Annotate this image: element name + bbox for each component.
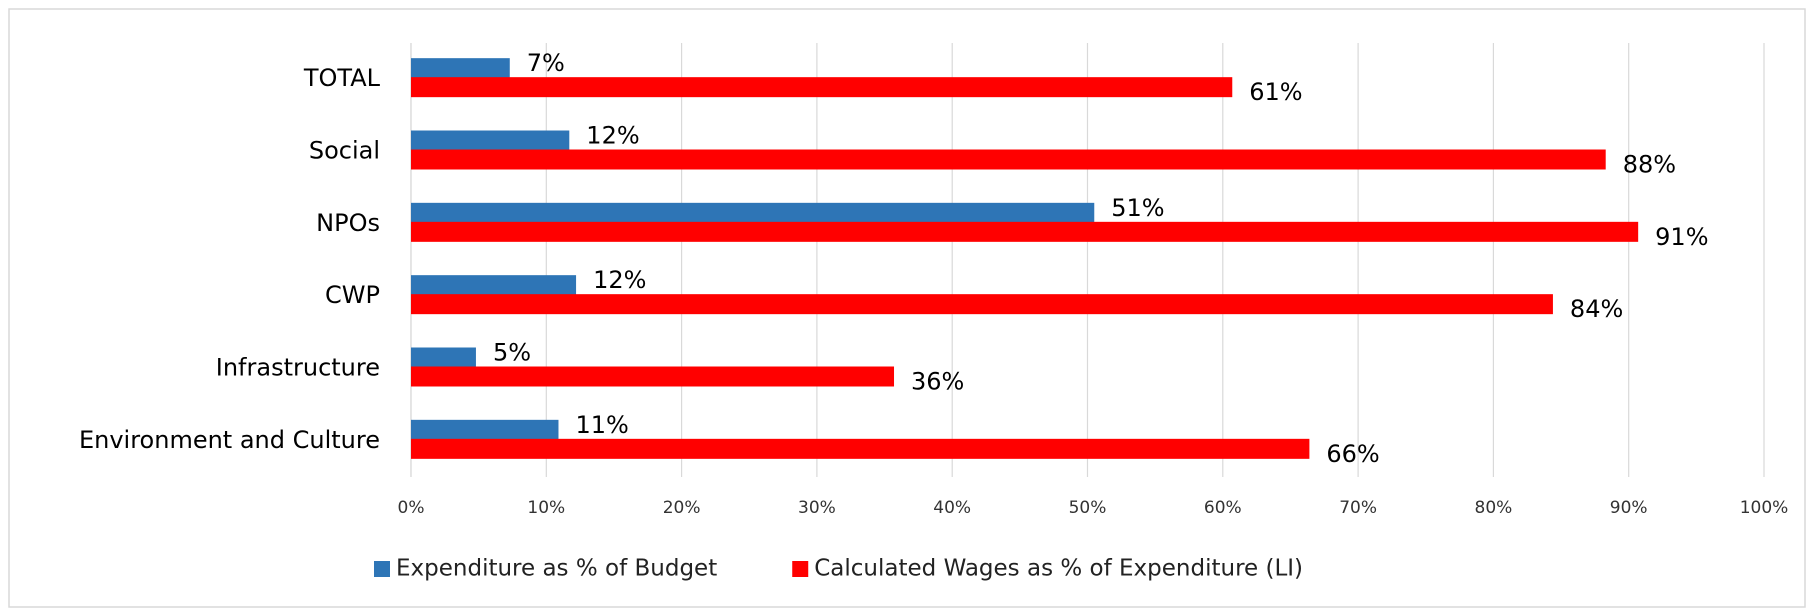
bar: [411, 149, 1606, 170]
x-tick-label: 100%: [1740, 498, 1789, 518]
y-tick-label: Infrastructure: [216, 354, 380, 382]
data-label: 51%: [1111, 194, 1164, 222]
bar: [411, 130, 570, 151]
x-tick-label: 30%: [798, 498, 836, 518]
x-tick-label: 20%: [663, 498, 701, 518]
x-tick-label: 10%: [527, 498, 565, 518]
x-tick-label: 60%: [1204, 498, 1242, 518]
legend-label: Expenditure as % of Budget: [396, 556, 717, 582]
bar: [411, 419, 559, 440]
data-label: 91%: [1655, 223, 1708, 251]
y-tick-label: Environment and Culture: [79, 426, 380, 454]
bar: [411, 438, 1310, 459]
x-tick-label: 70%: [1339, 498, 1377, 518]
bar: [411, 347, 476, 368]
bar: [411, 275, 577, 296]
y-tick-label: TOTAL: [303, 64, 381, 92]
data-label: 61%: [1249, 78, 1302, 106]
bar: [411, 202, 1095, 223]
data-label: 7%: [527, 49, 565, 77]
data-label: 36%: [911, 368, 964, 396]
y-tick-label: CWP: [325, 281, 380, 309]
data-label: 88%: [1623, 151, 1676, 179]
data-label: 5%: [493, 339, 531, 367]
y-tick-label: Social: [309, 137, 380, 165]
legend-swatch: [792, 561, 809, 577]
data-label: 11%: [575, 411, 628, 439]
x-tick-label: 40%: [933, 498, 971, 518]
data-label: 12%: [586, 122, 639, 150]
legend-swatch: [374, 561, 390, 577]
legend-label: Calculated Wages as % of Expenditure (LI…: [814, 556, 1303, 582]
bar: [411, 77, 1233, 98]
data-label: 84%: [1570, 295, 1623, 323]
bar: [411, 221, 1639, 242]
x-tick-label: 0%: [398, 498, 425, 518]
bar: [411, 366, 895, 387]
bar: [411, 294, 1553, 315]
bar: [411, 58, 510, 79]
data-label: 66%: [1326, 440, 1379, 468]
y-tick-label: NPOs: [316, 209, 380, 237]
chart-border: [8, 8, 1806, 608]
x-tick-label: 90%: [1610, 498, 1648, 518]
x-tick-label: 50%: [1069, 498, 1107, 518]
x-tick-label: 80%: [1475, 498, 1513, 518]
data-label: 12%: [593, 266, 646, 294]
